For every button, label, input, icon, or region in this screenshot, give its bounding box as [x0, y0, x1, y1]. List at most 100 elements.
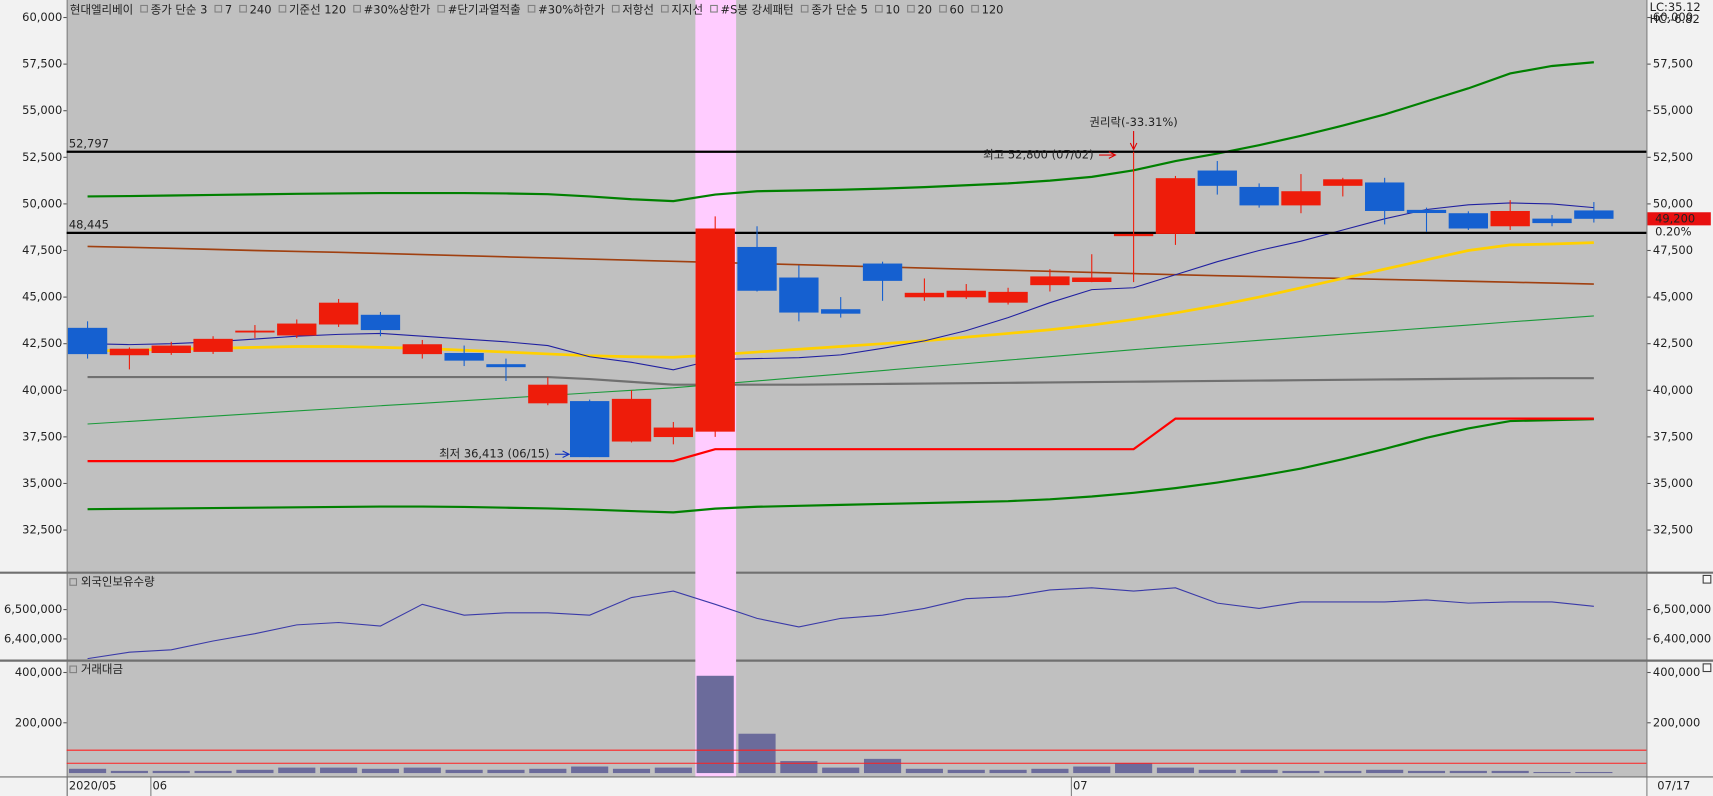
candle-body: [1323, 179, 1363, 186]
plot-layer: 32,500 32,500 35,000 35,000 37,500 37,500 40,0…: [4, 0, 1711, 796]
volume-bar: [1324, 770, 1362, 774]
volume-bar: [863, 758, 902, 774]
volume-bar: [612, 768, 651, 774]
volume-bar: [1115, 763, 1153, 774]
lc-label: LC:35.12: [1650, 0, 1701, 14]
y-tick-label: 32,500: [22, 523, 62, 537]
y-tick-label: 47,500: [22, 243, 62, 257]
volume-bar: [571, 766, 609, 774]
indicator-line: [87, 418, 1594, 514]
volume-bar: [738, 733, 776, 774]
candle-body: [904, 292, 945, 298]
candle-body: [1448, 213, 1489, 229]
change-label: 0.20%: [1655, 224, 1692, 238]
candle-body: [151, 345, 191, 354]
legend-entry: 기준선 120: [289, 2, 346, 16]
legend-box: [353, 4, 361, 13]
volume-bar: [1449, 770, 1487, 774]
candle-body: [235, 330, 275, 333]
volume-bar: [320, 767, 358, 774]
candle-body: [695, 228, 735, 432]
y-tick-label: 45,000: [1653, 290, 1693, 304]
legend-box: [875, 4, 883, 13]
panel-icon: [69, 665, 78, 674]
volume-bar: [487, 769, 525, 774]
panel-icon: [69, 578, 78, 586]
volume-bar: [780, 761, 818, 774]
volume-bar: [905, 768, 943, 774]
legend-entry: #30%하한가: [538, 2, 605, 16]
y-tick-label: 57,500: [22, 57, 62, 71]
holding-line: [87, 587, 1594, 660]
legend-entry: 10: [885, 2, 900, 16]
legend-entry: 240: [250, 2, 272, 16]
y-tick-label: 6,500,000: [4, 602, 62, 616]
indicator-line: [87, 417, 1594, 463]
volume-bar: [696, 675, 734, 774]
level-label: 52,797: [69, 137, 109, 151]
y-tick-label: 6,400,000: [1653, 631, 1711, 645]
y-tick-label: 52,500: [22, 150, 62, 164]
indicator-line: [87, 315, 1594, 425]
legend-entry: 7: [225, 2, 232, 16]
volume-bar: [529, 768, 567, 774]
candle-body: [1574, 210, 1614, 219]
volume-bar: [1407, 770, 1446, 774]
y-tick-label: 37,500: [1653, 429, 1693, 443]
panel-button[interactable]: [1702, 574, 1712, 584]
last-price-label: 49,200: [1655, 211, 1695, 225]
candle-body: [277, 323, 317, 336]
volume-bar: [1073, 766, 1111, 774]
candle-body: [528, 384, 568, 404]
annotation-arrow: [1108, 151, 1117, 159]
y-tick-label: 55,000: [1653, 103, 1693, 117]
y-tick-label: 60,000: [1653, 10, 1693, 24]
indicator-line: [87, 202, 1594, 371]
candle-body: [737, 246, 777, 291]
volume-bar: [361, 768, 400, 774]
legend-entry: #30%상한가: [364, 2, 431, 16]
legend-box: [971, 4, 979, 13]
indicator-line: [87, 241, 1594, 359]
x-end-label: 07/17: [1657, 779, 1690, 793]
candle-body: [1030, 276, 1070, 286]
y-tick-label: 45,000: [22, 290, 62, 304]
y-tick-label: 6,400,000: [4, 631, 62, 645]
left-axis-pane: [0, 0, 67, 778]
candle-body: [109, 348, 150, 356]
legend-entry: 120: [982, 2, 1004, 16]
candle-body: [1239, 186, 1279, 206]
panel-title: 거래대금: [81, 662, 123, 676]
candle-body: [318, 302, 359, 325]
candle-body: [402, 344, 442, 355]
y-tick-label: 35,000: [22, 476, 62, 490]
y-tick-label: 35,000: [1653, 476, 1693, 490]
x-axis-pane: [0, 777, 1713, 796]
y-tick-label: 47,500: [1653, 243, 1693, 257]
candle-body: [569, 401, 610, 458]
volume-bar: [152, 770, 190, 774]
candle-body: [653, 427, 694, 438]
legend-box: [661, 4, 669, 13]
right-axis-pane: [1647, 0, 1713, 778]
legend-entry: 20: [917, 2, 932, 16]
volume-bar: [403, 767, 441, 774]
legend-box: [527, 4, 536, 13]
legend-entry: 종가 단순 3: [151, 2, 208, 16]
y-tick-label: 400,000: [1653, 665, 1700, 679]
volume-bar: [68, 768, 107, 774]
legend-box: [239, 4, 247, 13]
candle-body: [1532, 218, 1572, 224]
y-tick-label: 6,500,000: [1653, 602, 1711, 616]
y-tick-label: 42,500: [22, 336, 62, 350]
legend-box: [939, 4, 947, 13]
annotation: 최저 36,413 (06/15): [439, 447, 549, 461]
candle-body: [1155, 178, 1196, 234]
y-tick-label: 55,000: [22, 103, 62, 117]
volume-bar: [989, 769, 1027, 774]
candle-body: [486, 364, 526, 368]
panel-title: 외국인보유수량: [81, 574, 155, 588]
panel-button[interactable]: [1702, 663, 1712, 673]
